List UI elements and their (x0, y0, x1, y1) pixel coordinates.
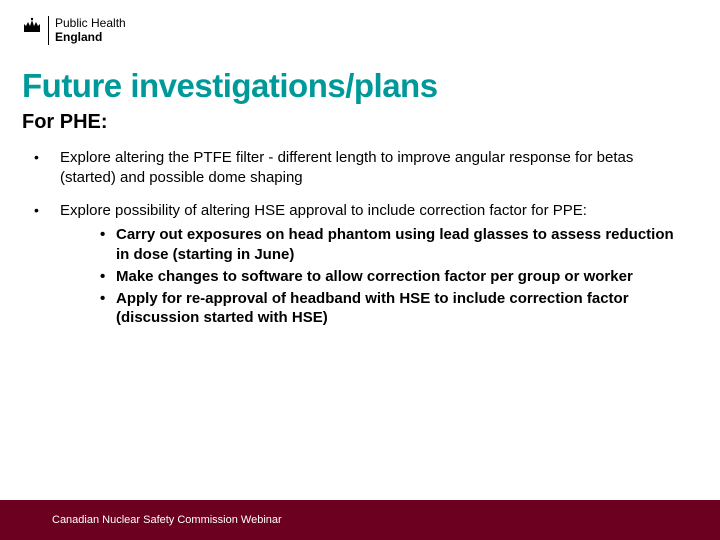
sub-bullet-list: • Carry out exposures on head phantom us… (60, 225, 686, 328)
phe-logo: Public Health England (22, 16, 720, 45)
sub-bullet-text: Make changes to software to allow correc… (116, 267, 633, 287)
sub-bullet-item: • Make changes to software to allow corr… (100, 267, 686, 287)
logo-text: Public Health England (48, 16, 126, 45)
sub-bullet-text: Apply for re-approval of headband with H… (116, 289, 686, 329)
sub-bullet-item: • Apply for re-approval of headband with… (100, 289, 686, 329)
bullet-item: • Explore altering the PTFE filter - dif… (34, 148, 686, 188)
slide: Public Health England Future investigati… (0, 0, 720, 540)
logo-line2: England (55, 30, 126, 44)
slide-body: • Explore altering the PTFE filter - dif… (0, 144, 720, 500)
sub-bullet-text: Carry out exposures on head phantom usin… (116, 225, 686, 265)
bullet-mark-icon: • (100, 225, 108, 265)
bullet-text: Explore altering the PTFE filter - diffe… (60, 148, 686, 188)
bullet-lead: Explore possibility of altering HSE appr… (60, 202, 587, 219)
bullet-mark-icon: • (100, 289, 108, 329)
bullet-mark-icon: • (34, 148, 42, 188)
logo-line1: Public Health (55, 16, 126, 30)
slide-subtitle: For PHE: (0, 109, 720, 144)
bullet-mark-icon: • (34, 201, 42, 330)
bullet-item: • Explore possibility of altering HSE ap… (34, 201, 686, 330)
logo-area: Public Health England (0, 0, 720, 45)
bullet-text: Explore possibility of altering HSE appr… (60, 201, 686, 330)
slide-footer: Canadian Nuclear Safety Commission Webin… (0, 500, 720, 540)
slide-title: Future investigations/plans (0, 45, 720, 109)
bullet-mark-icon: • (100, 267, 108, 287)
sub-bullet-item: • Carry out exposures on head phantom us… (100, 225, 686, 265)
crown-icon (22, 16, 42, 37)
footer-text: Canadian Nuclear Safety Commission Webin… (52, 514, 282, 526)
